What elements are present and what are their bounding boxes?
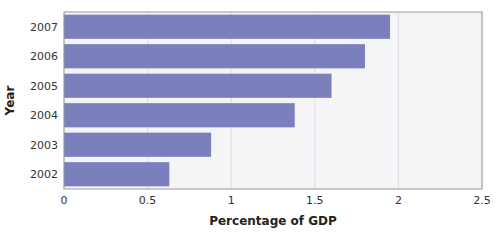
y-tick-label: 2006	[30, 50, 58, 63]
y-tick-label: 2004	[30, 109, 58, 122]
y-tick-label: 2003	[30, 139, 58, 152]
plot-frame	[64, 12, 482, 189]
x-tick-label: 0	[61, 194, 68, 207]
bar	[64, 74, 332, 98]
bars	[64, 15, 390, 187]
y-tick-label: 2005	[30, 80, 58, 93]
x-tick-label: 2	[395, 194, 402, 207]
y-axis: 2002 2003 2004 2005 2006 2007	[30, 21, 58, 182]
plot-background	[64, 12, 482, 189]
x-tick-label: 0.5	[139, 194, 157, 207]
chart-container: 0 0.5 1 1.5 2 2.5 2002 2003 2004 2005 2006 2007 Perc…	[0, 0, 500, 233]
y-axis-label: Year	[3, 86, 17, 117]
y-tick-label: 2007	[30, 21, 58, 34]
x-axis: 0 0.5 1 1.5 2 2.5	[61, 194, 491, 207]
grid-line	[398, 12, 399, 189]
x-axis-label: Percentage of GDP	[209, 214, 337, 228]
chart-svg: 0 0.5 1 1.5 2 2.5 2002 2003 2004 2005 2006 2007 Perc…	[0, 0, 500, 233]
grid	[64, 12, 482, 189]
bar	[64, 44, 365, 68]
bar	[64, 103, 295, 127]
bar	[64, 162, 169, 186]
bar	[64, 15, 390, 39]
bar	[64, 133, 211, 157]
x-tick-label: 1.5	[306, 194, 324, 207]
x-tick-label: 1	[228, 194, 235, 207]
x-tick-label: 2.5	[473, 194, 491, 207]
y-tick-label: 2002	[30, 168, 58, 181]
